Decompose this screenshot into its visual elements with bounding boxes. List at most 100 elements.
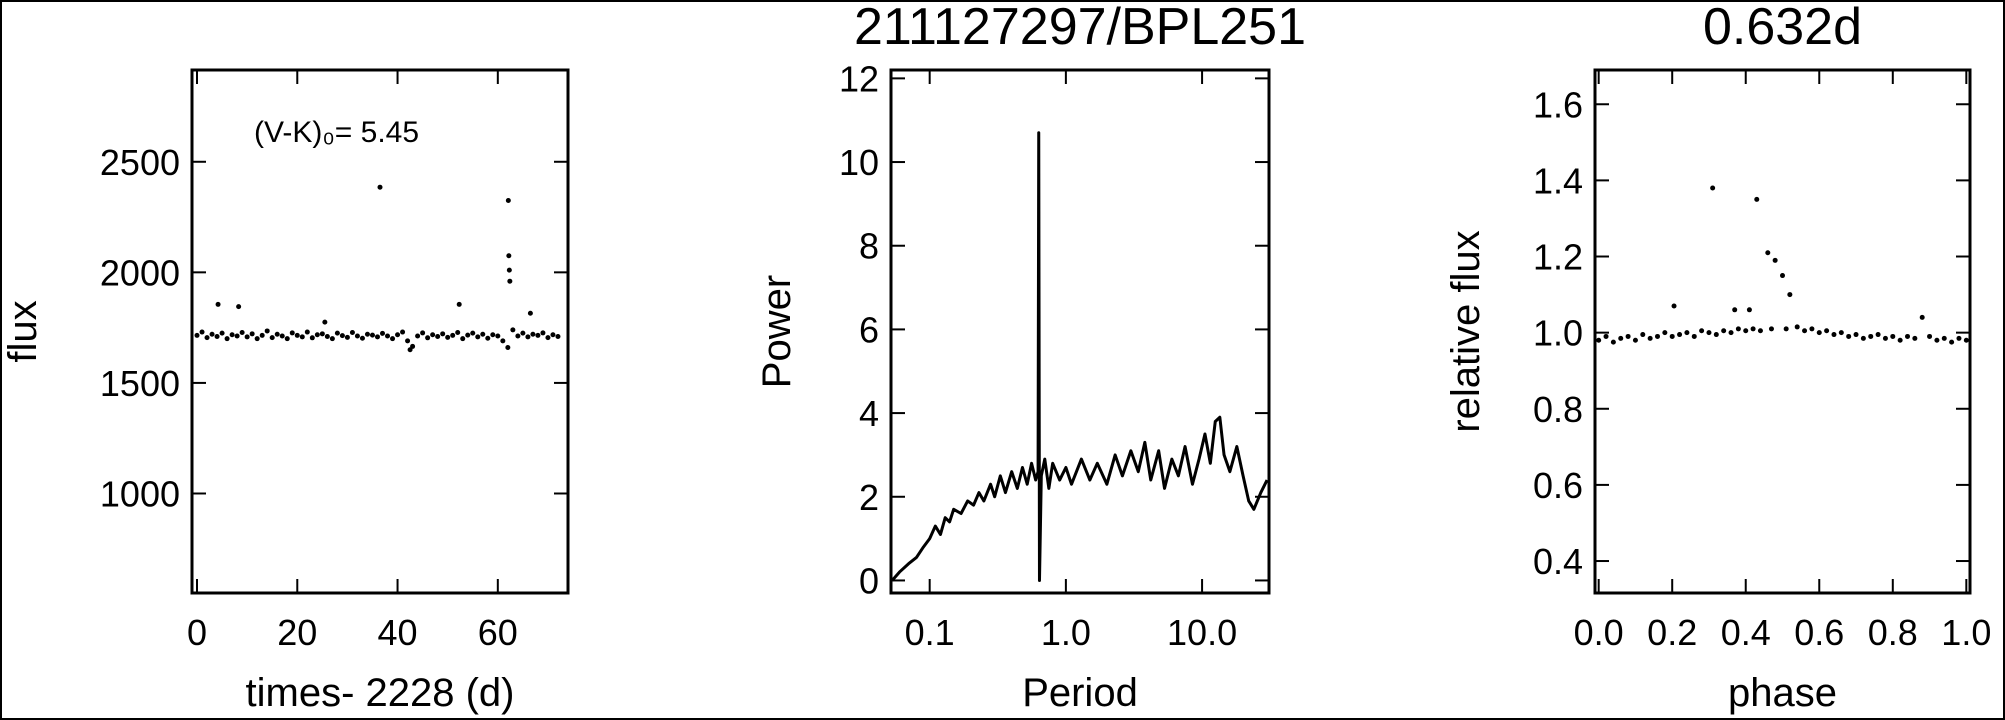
data-point <box>460 336 466 342</box>
data-point <box>485 335 491 341</box>
data-point <box>1963 337 1969 343</box>
data-point <box>236 304 242 310</box>
data-point <box>219 330 225 336</box>
y-tick-label: 8 <box>859 226 879 267</box>
data-point <box>324 333 330 339</box>
data-point <box>1941 335 1947 341</box>
data-point <box>510 327 516 333</box>
x-tick-label: 0.4 <box>1721 612 1771 653</box>
data-point <box>400 329 406 335</box>
plot-frame <box>190 68 570 595</box>
data-point <box>506 267 512 273</box>
x-tick-label: 1.0 <box>1941 612 1991 653</box>
data-point <box>1890 333 1896 339</box>
data-point <box>1809 326 1815 332</box>
x-tick-label: 0.6 <box>1794 612 1844 653</box>
data-point <box>1647 335 1653 341</box>
data-point <box>354 333 360 339</box>
data-point <box>284 336 290 342</box>
data-point <box>239 329 245 335</box>
x-tick-label: 0.0 <box>1574 612 1624 653</box>
data-point <box>215 301 221 307</box>
x-tick-label: 0.1 <box>905 612 955 653</box>
data-point <box>194 332 200 338</box>
data-point <box>490 332 496 338</box>
data-point <box>1853 332 1859 338</box>
y-tick-label: 0.6 <box>1533 465 1583 506</box>
data-point <box>322 319 328 325</box>
data-point <box>456 301 462 307</box>
data-point <box>445 334 451 340</box>
data-point <box>475 334 481 340</box>
data-point <box>304 329 310 335</box>
data-point <box>380 330 386 336</box>
data-point <box>1875 332 1881 338</box>
data-point <box>1780 273 1785 279</box>
x-axis-label: times- 2228 (d) <box>246 671 515 715</box>
data-point <box>374 334 380 340</box>
data-point <box>1934 337 1940 343</box>
data-point <box>329 336 335 342</box>
data-point <box>1868 333 1874 339</box>
data-point <box>1765 250 1771 256</box>
data-point <box>274 331 280 337</box>
x-tick-label: 0 <box>187 612 207 653</box>
data-point <box>349 329 355 335</box>
data-point <box>214 333 220 339</box>
y-tick-label: 2000 <box>100 252 180 293</box>
data-point <box>1905 333 1910 339</box>
data-point <box>1735 326 1741 332</box>
data-point <box>470 330 476 336</box>
annotation: (V-K)₀= 5.45 <box>254 116 419 149</box>
data-point <box>269 335 275 341</box>
data-point <box>244 334 250 340</box>
y-tick-label: 6 <box>859 309 879 350</box>
data-point <box>440 331 446 337</box>
y-tick-label: 1.6 <box>1533 84 1583 125</box>
data-point <box>1662 330 1668 336</box>
data-point <box>515 333 521 339</box>
data-point <box>1684 330 1690 336</box>
data-point <box>455 329 461 335</box>
data-point <box>199 329 205 335</box>
y-axis-label: Power <box>755 275 799 388</box>
data-point <box>540 330 546 336</box>
data-point <box>435 333 441 339</box>
data-point <box>364 331 370 337</box>
y-tick-label: 12 <box>839 58 879 99</box>
data-point <box>1721 328 1727 334</box>
y-tick-label: 0.8 <box>1533 389 1583 430</box>
data-point <box>229 332 235 338</box>
x-tick-label: 60 <box>478 612 518 653</box>
data-point <box>525 334 531 340</box>
data-point <box>339 333 345 339</box>
data-point <box>344 334 350 340</box>
y-tick-label: 4 <box>859 393 879 434</box>
data-point <box>1743 328 1749 334</box>
data-point <box>1783 326 1789 332</box>
power-line <box>891 131 1269 582</box>
data-point <box>535 332 541 338</box>
data-point <box>1677 332 1683 338</box>
data-point <box>527 310 533 316</box>
data-point <box>1618 335 1624 341</box>
data-point <box>505 345 511 351</box>
chart-title: 0.632d <box>1703 0 1862 56</box>
data-point <box>545 335 551 341</box>
x-tick-label: 40 <box>378 612 418 653</box>
plot-frame <box>1593 68 1972 595</box>
y-axis-label: relative flux <box>1444 230 1488 432</box>
data-point <box>1772 257 1778 263</box>
y-tick-label: 1.2 <box>1533 237 1583 278</box>
data-point <box>506 253 512 259</box>
data-point <box>1802 328 1808 334</box>
y-tick-label: 10 <box>839 142 879 183</box>
data-point <box>1927 333 1933 339</box>
data-point <box>204 335 210 341</box>
data-point <box>1754 196 1760 202</box>
data-point <box>505 197 511 203</box>
data-point <box>1655 333 1660 339</box>
data-point <box>1732 307 1738 313</box>
